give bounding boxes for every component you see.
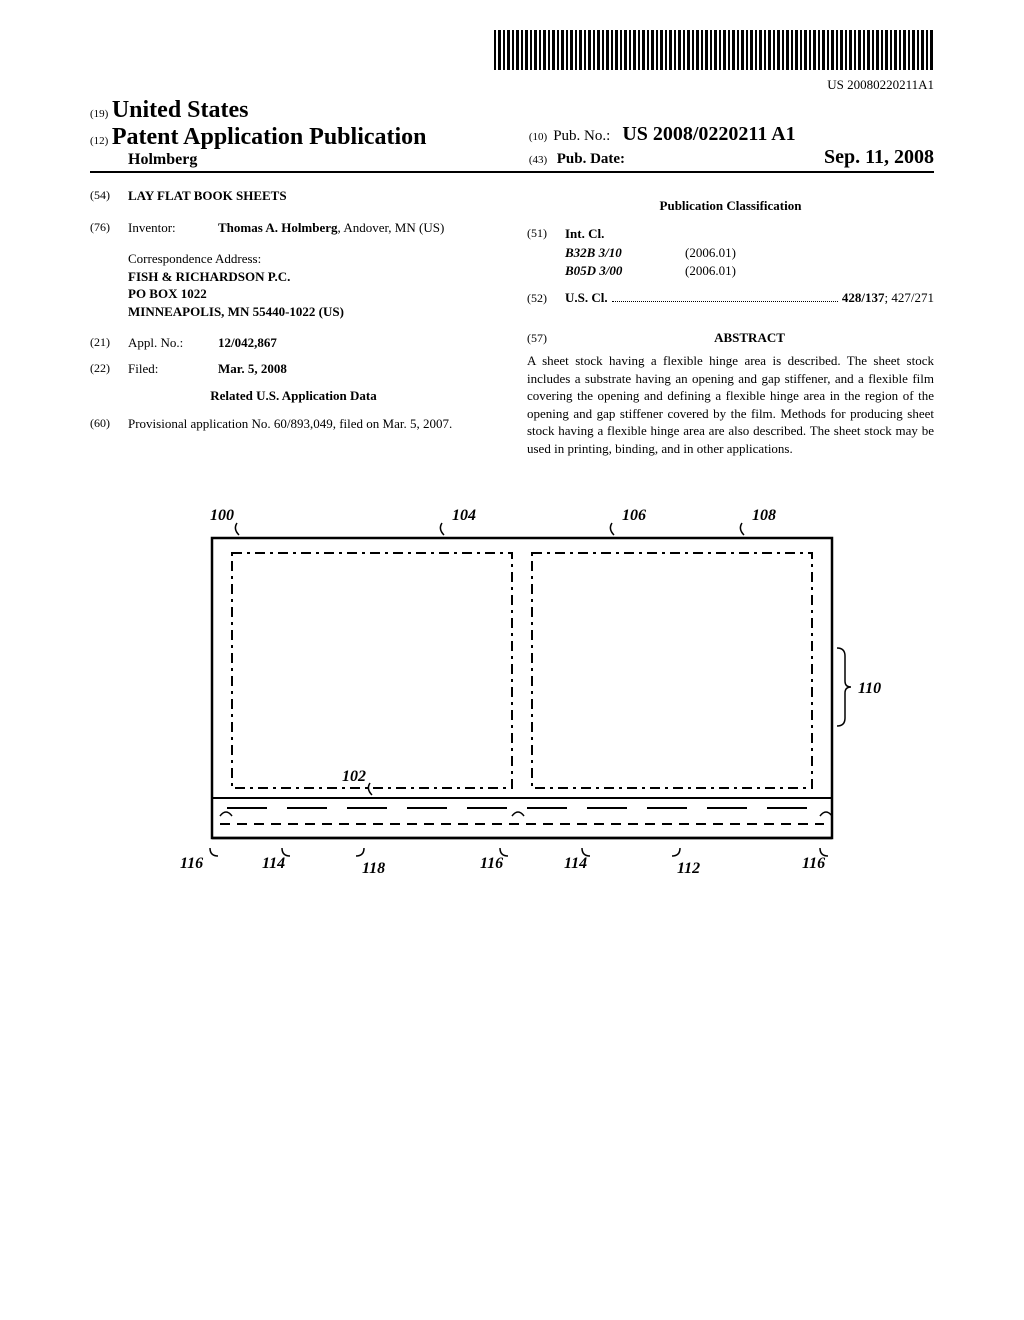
pubno-code: (10) — [529, 131, 547, 143]
pubdate: Sep. 11, 2008 — [824, 146, 934, 169]
uscl-code: (52) — [527, 290, 565, 306]
uscl-rest: ; 427/271 — [885, 289, 934, 307]
corr-1: FISH & RICHARDSON P.C. — [128, 268, 497, 286]
corr-label: Correspondence Address: — [128, 250, 497, 268]
applno: 12/042,867 — [218, 334, 497, 352]
inventor-loc: , Andover, MN (US) — [338, 220, 445, 235]
intcl-1-code: B32B 3/10 — [565, 244, 685, 262]
fig-label-116c: 116 — [802, 855, 825, 872]
intcl-1-date: (2006.01) — [685, 244, 736, 262]
fig-label-100: 100 — [210, 507, 234, 524]
barcode-block: US 20080220211A1 — [90, 30, 934, 93]
figure: 100 104 106 108 110 102 116 114 118 116 … — [90, 498, 934, 923]
inventor-name: Thomas A. Holmberg — [218, 220, 338, 235]
fig-label-108: 108 — [752, 507, 776, 524]
inventor-code: (76) — [90, 219, 128, 237]
country-code: (19) — [90, 108, 108, 120]
pubno: US 2008/0220211 A1 — [622, 123, 795, 146]
prov-text: Provisional application No. 60/893,049, … — [128, 415, 497, 433]
abstract-code: (57) — [527, 330, 565, 346]
dotted-fill — [612, 291, 838, 302]
doc-code: (12) — [90, 135, 108, 147]
left-column: (54) LAY FLAT BOOK SHEETS (76) Inventor:… — [90, 187, 497, 458]
uscl-label: U.S. Cl. — [565, 289, 608, 307]
pubno-label: Pub. No.: — [553, 128, 610, 145]
filed: Mar. 5, 2008 — [218, 360, 497, 378]
author: Holmberg — [90, 151, 512, 169]
header: (19) United States (12) Patent Applicati… — [90, 97, 934, 173]
fig-label-112: 112 — [677, 860, 700, 877]
fig-label-116a: 116 — [180, 855, 203, 872]
abstract-text: A sheet stock having a flexible hinge ar… — [527, 352, 934, 457]
intcl-2-code: B05D 3/00 — [565, 262, 685, 280]
pubdate-code: (43) — [529, 154, 547, 166]
filed-label: Filed: — [128, 360, 218, 378]
country: United States — [112, 97, 249, 123]
inventor-label: Inventor: — [128, 219, 218, 237]
barcode-text: US 20080220211A1 — [90, 77, 934, 93]
fig-label-106: 106 — [622, 507, 646, 524]
class-heading: Publication Classification — [527, 197, 934, 215]
related-heading: Related U.S. Application Data — [90, 387, 497, 405]
pubdate-label: Pub. Date: — [557, 151, 625, 167]
fig-label-102: 102 — [342, 768, 366, 785]
figure-svg: 100 104 106 108 110 102 116 114 118 116 … — [132, 498, 892, 918]
fig-label-114a: 114 — [262, 855, 285, 872]
title-code: (54) — [90, 187, 128, 205]
applno-code: (21) — [90, 334, 128, 352]
fig-label-104: 104 — [452, 507, 476, 524]
fig-label-118: 118 — [362, 860, 385, 877]
fig-label-116b: 116 — [480, 855, 503, 872]
title: LAY FLAT BOOK SHEETS — [128, 187, 287, 205]
corr-3: MINNEAPOLIS, MN 55440-1022 (US) — [128, 303, 497, 321]
uscl-main: 428/137 — [842, 289, 885, 307]
applno-label: Appl. No.: — [128, 334, 218, 352]
barcode-graphic — [494, 30, 934, 70]
doc-type: Patent Application Publication — [112, 124, 427, 150]
filed-code: (22) — [90, 360, 128, 378]
intcl-2-date: (2006.01) — [685, 262, 736, 280]
abstract-heading: ABSTRACT — [565, 329, 934, 347]
intcl-label: Int. Cl. — [565, 225, 604, 243]
right-column: Publication Classification (51) Int. Cl.… — [527, 187, 934, 458]
intcl-code: (51) — [527, 225, 565, 243]
fig-label-114b: 114 — [564, 855, 587, 872]
fig-label-110: 110 — [858, 680, 881, 697]
corr-2: PO BOX 1022 — [128, 285, 497, 303]
prov-code: (60) — [90, 415, 128, 433]
